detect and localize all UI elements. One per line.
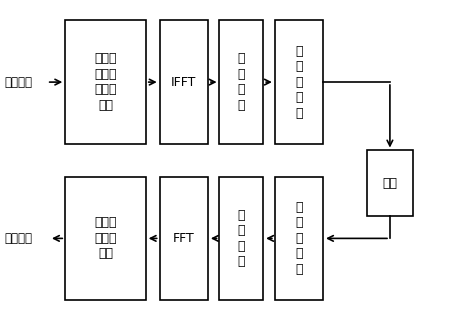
Text: FFT: FFT — [173, 232, 195, 245]
Text: 信源比特: 信源比特 — [4, 76, 32, 89]
Bar — [275, 20, 323, 144]
Text: 并
串
转
换: 并 串 转 换 — [237, 52, 245, 112]
Bar — [367, 150, 413, 215]
Text: IFFT: IFFT — [171, 76, 196, 89]
Bar — [219, 177, 263, 300]
Text: 信号检
测处理
单元: 信号检 测处理 单元 — [94, 216, 117, 260]
Text: 输出比特: 输出比特 — [4, 232, 32, 245]
Bar — [65, 20, 146, 144]
Bar — [219, 20, 263, 144]
Text: 去
循
环
前
缀: 去 循 环 前 缀 — [295, 201, 303, 276]
Text: 信道: 信道 — [383, 177, 397, 190]
Text: 扩频码
调制信
号处理
单元: 扩频码 调制信 号处理 单元 — [94, 52, 117, 112]
Bar — [65, 177, 146, 300]
Bar — [159, 20, 208, 144]
Bar — [275, 177, 323, 300]
Text: 加
循
环
前
缀: 加 循 环 前 缀 — [295, 44, 303, 120]
Bar — [159, 177, 208, 300]
Text: 串
并
转
换: 串 并 转 换 — [237, 209, 245, 268]
